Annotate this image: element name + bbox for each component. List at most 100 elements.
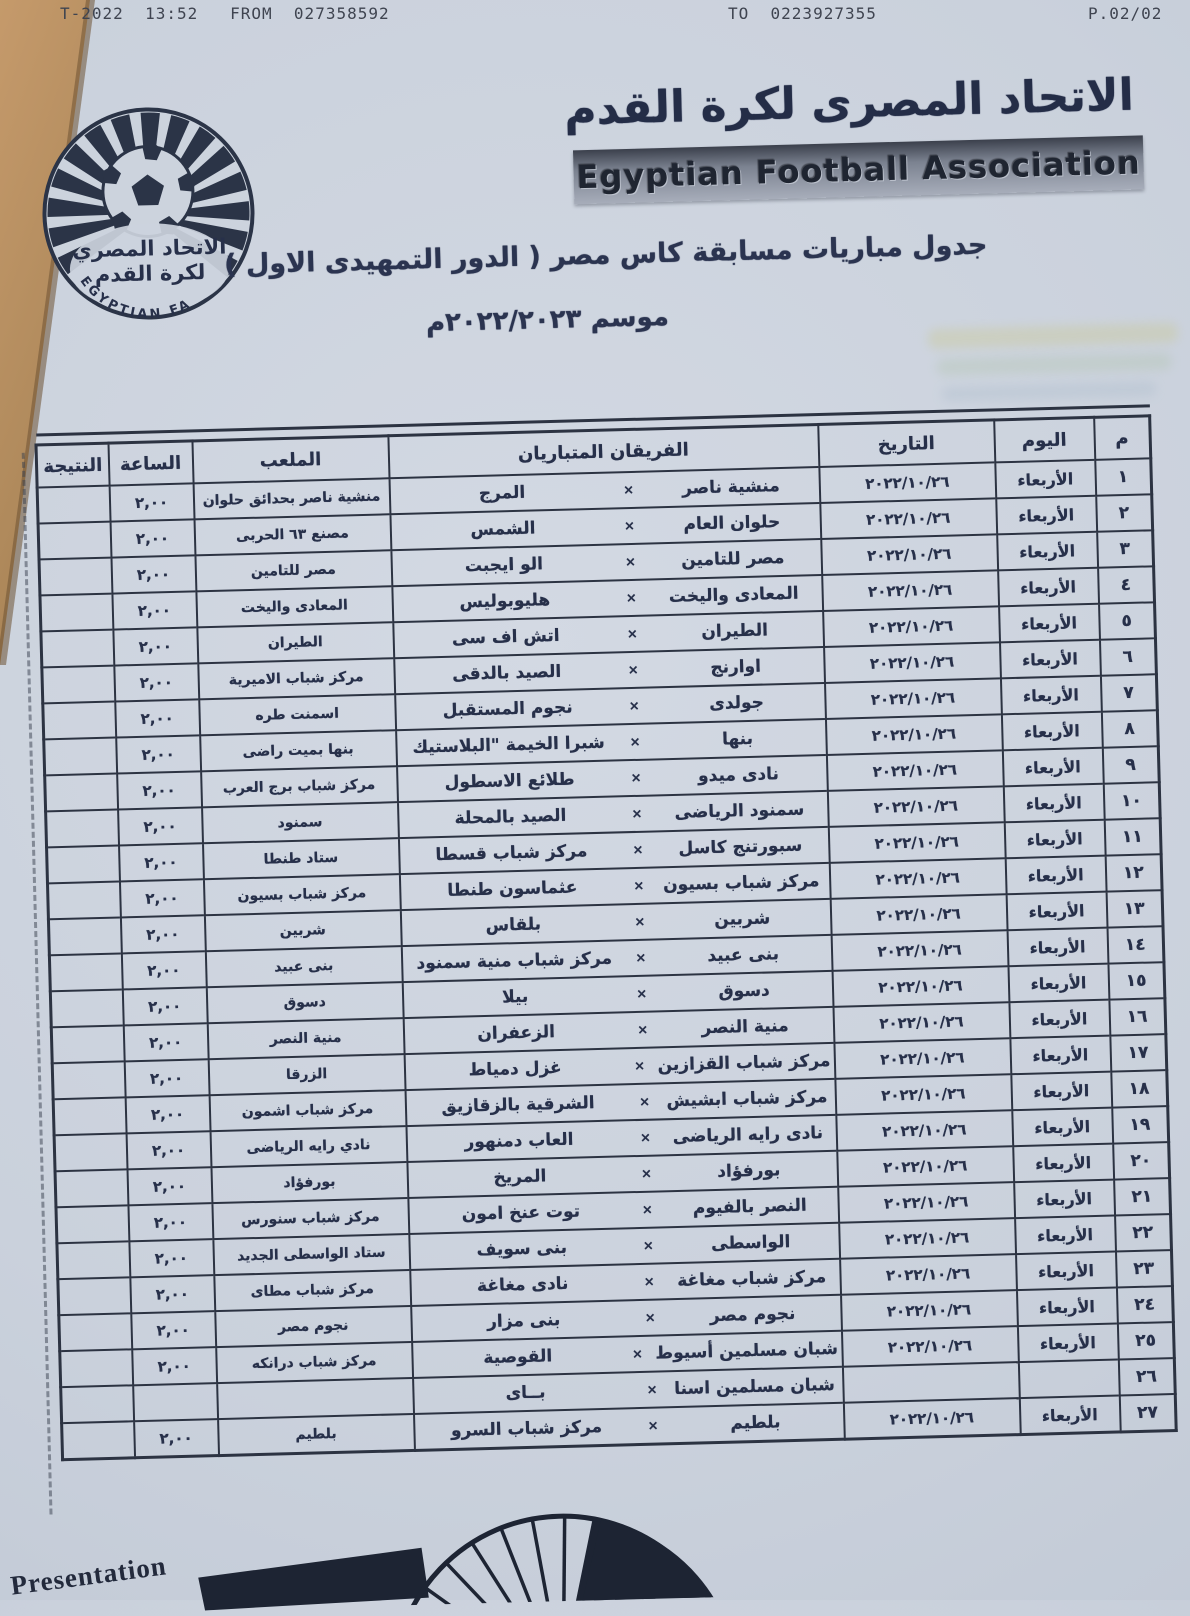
away-team: نادى مغاغة xyxy=(476,1273,569,1297)
stadium-cell: مركز شباب الاميرية xyxy=(197,658,395,700)
row-number-cell: ٢٢ xyxy=(1114,1214,1172,1252)
result-cell xyxy=(39,557,112,596)
stadium-cell: بنى عبيد xyxy=(205,946,403,988)
day-cell: الأربعاء xyxy=(1007,927,1108,967)
day-cell: الأربعاء xyxy=(1017,1323,1119,1363)
row-number-cell: ١ xyxy=(1094,458,1152,496)
time-cell: ٢,٠٠ xyxy=(116,771,202,810)
teams-wrap: شبان مسلمين أسيوط × القوصية xyxy=(416,1339,838,1370)
teams-wrap: المعادى واليخت × هليوبوليس xyxy=(396,583,818,614)
row-number-cell: ١٩ xyxy=(1111,1106,1169,1144)
away-team: بلقاس xyxy=(485,914,542,936)
date-cell: ٢٠٢٢/١٠/٢٦ xyxy=(838,1218,1016,1259)
teams-wrap: مصر للتامين × الو ايجبت xyxy=(395,547,817,578)
row-number-cell: ٤ xyxy=(1097,566,1155,604)
home-team: دسوق xyxy=(718,980,771,1002)
teams-wrap: سبورتنج كاسل × مركز شباب قسطا xyxy=(403,835,825,866)
time-cell: ٢,٠٠ xyxy=(124,1059,210,1098)
vs-symbol: × xyxy=(625,590,638,606)
home-team: مركز شباب القزازين xyxy=(657,1050,831,1076)
row-number-cell: ٥ xyxy=(1098,602,1156,640)
row-number-cell: ١٥ xyxy=(1107,962,1165,1000)
teams-wrap: الواسطى × بنى سويف xyxy=(413,1231,835,1262)
row-number-cell: ٣ xyxy=(1096,530,1154,568)
stadium-cell: مركز شباب درانكه xyxy=(215,1341,413,1384)
fax-recipient-number: TO 0223927355 xyxy=(728,4,877,23)
document-title: جدول مباريات مسابقة كاس مصر ( الدور التم… xyxy=(223,229,988,281)
fax-header: T-2022 13:52 FROM 027358592 TO 022392735… xyxy=(0,4,1190,26)
season-label: موسم ٢٠٢٢/٢٠٢٣م xyxy=(425,301,670,339)
day-cell: الأربعاء xyxy=(1010,1071,1112,1111)
teams-wrap: بورفؤاد × المريخ xyxy=(411,1159,833,1190)
date-cell: ٢٠٢٢/١٠/٢٦ xyxy=(841,1326,1019,1367)
time-cell: ٢,٠٠ xyxy=(109,483,195,522)
vs-symbol: × xyxy=(634,914,646,930)
time-cell: ٢,٠٠ xyxy=(117,807,203,846)
stadium-cell: منية النصر xyxy=(207,1018,405,1060)
vs-symbol: × xyxy=(641,1202,654,1218)
time-cell: ٢,٠٠ xyxy=(114,699,200,738)
vs-symbol: × xyxy=(623,518,636,534)
result-cell xyxy=(49,953,123,992)
vs-symbol: × xyxy=(636,986,648,1002)
teams-wrap: شبان مسلمين اسنا × بــاى xyxy=(417,1375,839,1406)
row-number-cell: ٦ xyxy=(1099,638,1157,676)
time-cell xyxy=(132,1383,218,1422)
home-team: منشية ناصر xyxy=(681,476,781,499)
teams-wrap: اوارنج × الصيد بالدقى xyxy=(398,655,820,686)
result-cell xyxy=(60,1385,134,1424)
row-number-cell: ٢٠ xyxy=(1112,1142,1170,1180)
teams-wrap: منشية ناصر × المرج xyxy=(393,475,815,506)
home-team: الواسطى xyxy=(710,1232,791,1255)
result-cell xyxy=(52,1061,126,1100)
away-team: نجوم المستقبل xyxy=(442,697,573,721)
day-cell: الأربعاء xyxy=(1007,963,1109,1003)
home-team: المعادى واليخت xyxy=(668,583,799,607)
logo-text-line2: لكرة القدم xyxy=(94,260,205,287)
teams-wrap: منية النصر × الزعفران xyxy=(407,1015,829,1046)
stadium-cell: بلطيم xyxy=(217,1413,415,1456)
time-cell: ٢,٠٠ xyxy=(127,1203,213,1242)
day-cell: الأربعاء xyxy=(995,495,1097,535)
column-header: التاريخ xyxy=(817,419,995,468)
stadium-cell: بنها بميت راضى xyxy=(199,730,397,772)
home-team: مركز شباب ابشيش xyxy=(666,1087,828,1112)
away-team: هليوبوليس xyxy=(459,590,551,613)
row-number-cell: ١٢ xyxy=(1105,854,1163,892)
home-team: بنى عبيد xyxy=(707,944,780,967)
row-number-cell: ٢٤ xyxy=(1116,1286,1174,1324)
ink-bleed-mark xyxy=(927,322,1179,350)
row-number-cell: ٢٣ xyxy=(1115,1250,1173,1288)
time-cell: ٢,٠٠ xyxy=(127,1167,212,1206)
date-cell: ٢٠٢٢/١٠/٢٦ xyxy=(835,1110,1013,1151)
stadium-cell: ستاد الواسطى الجديد xyxy=(212,1234,410,1276)
day-cell: الأربعاء xyxy=(1016,1287,1118,1327)
fax-timestamp: T-2022 13:52 FROM 027358592 xyxy=(60,4,390,23)
date-cell: ٢٠٢٢/١٠/٢٦ xyxy=(837,1182,1015,1223)
day-cell: الأربعاء xyxy=(1014,1215,1116,1255)
stadium-cell: مصر للتامين xyxy=(194,550,392,592)
result-cell xyxy=(39,593,113,632)
away-team: شبرا الخيمة "البلاستيك xyxy=(412,732,606,758)
stadium-cell: مركز شباب سنورس xyxy=(211,1198,409,1240)
teams-wrap: مركز شباب مغاغة × نادى مغاغة xyxy=(414,1267,836,1298)
row-number-cell: ٢٥ xyxy=(1117,1322,1175,1360)
teams-wrap: بنها × شبرا الخيمة "البلاستيك xyxy=(400,727,822,758)
ink-bleed-mark xyxy=(941,381,1157,402)
away-team: الصيد بالدقى xyxy=(452,661,562,685)
vs-symbol: × xyxy=(635,950,647,966)
away-team: طلائع الاسطول xyxy=(444,769,575,793)
result-cell xyxy=(59,1349,133,1388)
stadium-cell: منشية ناصر بحدائق حلوان xyxy=(193,478,390,520)
stadium-cell: الطيران xyxy=(196,622,394,664)
vs-symbol: × xyxy=(642,1238,654,1254)
away-team: اتش اف سى xyxy=(451,625,560,649)
efa-logo-icon: الاتحاد المصري لكرة القدم EGYPTIAN FA xyxy=(42,107,255,324)
away-team: غزل دمياط xyxy=(468,1057,562,1081)
bottom-logo-partial xyxy=(198,1513,736,1611)
result-cell xyxy=(55,1205,129,1244)
day-cell: الأربعاء xyxy=(1002,747,1104,787)
home-team: نجوم مصر xyxy=(709,1303,796,1327)
date-cell: ٢٠٢٢/١٠/٢٦ xyxy=(821,570,999,611)
away-team: القوصية xyxy=(483,1346,553,1369)
